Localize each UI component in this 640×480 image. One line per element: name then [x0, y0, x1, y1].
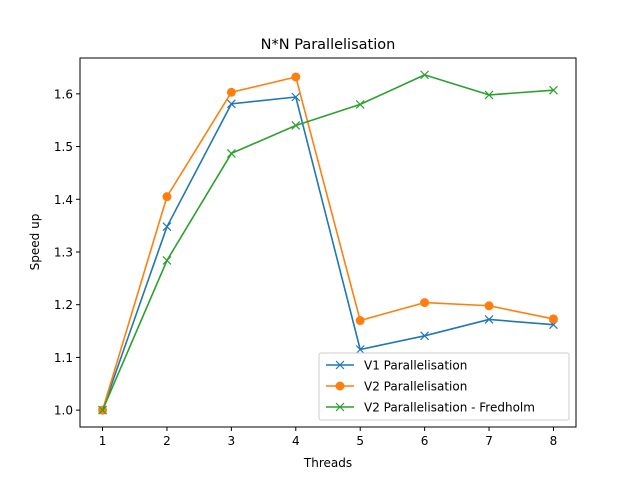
- y-tick-label: 1.3: [54, 245, 73, 259]
- axis-ticks: 1 2 3 4 5 6 7 8 1.0 1.1 1.2 1.3 1.4 1.5 1.6: [54, 87, 557, 448]
- data-point: [355, 345, 365, 354]
- legend: V1 Parallelisation V2 Parallelisation V2 P…: [318, 352, 570, 421]
- chart-title: N*N Parallelisation: [261, 37, 396, 53]
- y-tick-label: 1.2: [54, 298, 73, 312]
- data-point: [420, 70, 430, 80]
- legend-label: V1 Parallelisation: [364, 359, 467, 373]
- data-point: [162, 192, 172, 202]
- data-point: [226, 99, 236, 109]
- legend-marker: [335, 381, 345, 391]
- plot-area: [98, 70, 558, 415]
- data-point: [291, 121, 301, 130]
- y-tick-label: 1.4: [54, 193, 73, 207]
- data-point: [162, 255, 172, 265]
- x-tick-label: 3: [228, 434, 236, 448]
- y-tick-label: 1.0: [54, 404, 73, 418]
- x-tick-label: 2: [163, 434, 171, 448]
- x-axis-label: Threads: [303, 456, 352, 470]
- x-tick-label: 7: [485, 434, 493, 448]
- x-tick-label: 5: [356, 434, 364, 448]
- legend-marker: [335, 360, 345, 370]
- y-axis-label: Speed up: [28, 214, 42, 271]
- data-point: [291, 72, 301, 82]
- legend-label: V2 Parallelisation - Fredholm: [364, 401, 535, 415]
- legend-label: V2 Parallelisation: [364, 380, 467, 394]
- x-tick-label: 4: [292, 434, 300, 448]
- series-line: [101, 74, 554, 411]
- series-3: [98, 70, 558, 415]
- data-point: [484, 90, 494, 100]
- data-point: [291, 92, 301, 102]
- x-tick-label: 6: [421, 434, 429, 448]
- data-point: [355, 99, 365, 109]
- legend-item: V1 Parallelisation: [326, 359, 467, 373]
- x-tick-label: 1: [99, 434, 107, 448]
- legend-item: V2 Parallelisation - Fredholm: [326, 401, 535, 415]
- data-point: [226, 87, 236, 97]
- data-point: [484, 301, 494, 311]
- data-point: [420, 298, 430, 308]
- data-point: [549, 85, 558, 95]
- y-tick-label: 1.5: [54, 140, 73, 154]
- series-line: [101, 96, 554, 411]
- y-tick-label: 1.1: [54, 351, 73, 365]
- legend-item: V2 Parallelisation: [326, 380, 467, 394]
- data-point: [548, 314, 558, 324]
- data-point: [98, 405, 107, 415]
- axes-frame: [79, 57, 577, 428]
- data-point: [355, 316, 365, 326]
- x-tick-label: 8: [550, 434, 558, 448]
- data-point: [484, 315, 494, 324]
- legend-box: [318, 352, 570, 421]
- legend-marker: [335, 402, 345, 412]
- data-point: [162, 222, 172, 232]
- y-tick-label: 1.6: [54, 87, 73, 101]
- data-point: [420, 331, 430, 341]
- series-line: [101, 76, 554, 411]
- data-point: [226, 148, 236, 158]
